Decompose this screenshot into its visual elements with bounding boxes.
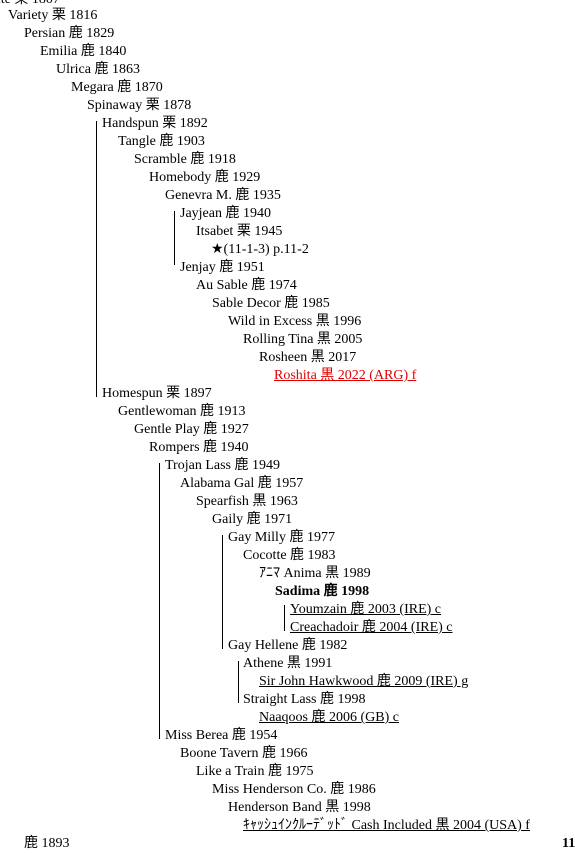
branch-connector [284,605,285,631]
pedigree-entry: Ulrica 鹿 1863 [56,62,140,77]
pedigree-entry: Like a Train 鹿 1975 [196,764,314,779]
pedigree-entry: Emilia 鹿 1840 [40,44,127,59]
pedigree-entry: Genevra M. 鹿 1935 [165,188,281,203]
pedigree-entry: Tangle 鹿 1903 [118,134,205,149]
pedigree-entry: Jayjean 鹿 1940 [180,206,271,221]
pedigree-entry: Athene 黒 1991 [243,656,333,671]
pedigree-entry: Homespun 栗 1897 [102,386,212,401]
pedigree-entry: Rompers 鹿 1940 [149,440,249,455]
pedigree-entry: Trojan Lass 鹿 1949 [165,458,280,473]
pedigree-entry: Creachadoir 鹿 2004 (IRE) c [290,620,453,635]
branch-connector [159,463,160,739]
pedigree-entry: Au Sable 鹿 1974 [196,278,297,293]
pedigree-entry: Boone Tavern 鹿 1966 [180,746,308,761]
branch-connector [238,661,239,703]
pedigree-entry: Gentle Play 鹿 1927 [134,422,249,437]
pedigree-entry: Rolling Tina 黒 2005 [243,332,363,347]
branch-connector [174,211,175,265]
pedigree-entry: Gentlewoman 鹿 1913 [118,404,246,419]
pedigree-entry: Alabama Gal 鹿 1957 [180,476,304,491]
pedigree-entry: Gay Hellene 鹿 1982 [228,638,348,653]
pedigree-entry: Jenjay 鹿 1951 [180,260,265,275]
pedigree-entry: Henderson Band 黒 1998 [228,800,371,815]
featured-entry: Sadima 鹿 1998 [275,584,370,599]
pedigree-entry: ptite 栗 1807 [0,0,60,9]
pedigree-entry: Wild in Excess 黒 1996 [228,314,362,329]
pedigree-entry: Homebody 鹿 1929 [149,170,261,185]
pedigree-entry: Itsabet 栗 1945 [196,224,283,239]
pedigree-entry: 鹿 1893 [24,836,70,851]
pedigree-entry: Rosheen 黒 2017 [259,350,357,365]
pedigree-entry: Scramble 鹿 1918 [134,152,236,167]
pedigree-entry: Youmzain 鹿 2003 (IRE) c [290,602,442,617]
pedigree-entry: Miss Henderson Co. 鹿 1986 [212,782,376,797]
pedigree-entry: Sir John Hawkwood 鹿 2009 (IRE) g [259,674,469,689]
pedigree-entry: Naaqoos 鹿 2006 (GB) c [259,710,399,725]
pedigree-entry: Miss Berea 鹿 1954 [165,728,278,743]
pedigree-entry: Variety 栗 1816 [8,8,98,23]
cross-reference-note: ★(11-1-3) p.11-2 [211,242,309,257]
pedigree-entry: Gaily 鹿 1971 [212,512,293,527]
pedigree-entry: Spinaway 栗 1878 [87,98,192,113]
pedigree-entry: Sable Decor 鹿 1985 [212,296,330,311]
pedigree-entry: Cocotte 鹿 1983 [243,548,336,563]
branch-connector [222,535,223,649]
branch-connector [96,121,97,397]
pedigree-entry: Gay Milly 鹿 1977 [228,530,335,545]
pedigree-entry: ｷｬｯｼｭｲﾝｸﾙｰﾃﾞｯﾄﾞ Cash Included 黒 2004 (US… [243,818,530,833]
pedigree-entry: Persian 鹿 1829 [24,26,115,41]
pedigree-entry: Megara 鹿 1870 [71,80,163,95]
pedigree-entry: Straight Lass 鹿 1998 [243,692,366,707]
pedigree-entry: ｱﾆﾏ Anima 黒 1989 [259,566,371,581]
pedigree-entry: Spearfish 黒 1963 [196,494,298,509]
page-number: 11 [562,836,575,851]
pedigree-entry: Handspun 栗 1892 [102,116,208,131]
highlighted-entry: Roshita 黒 2022 (ARG) f [274,368,417,383]
